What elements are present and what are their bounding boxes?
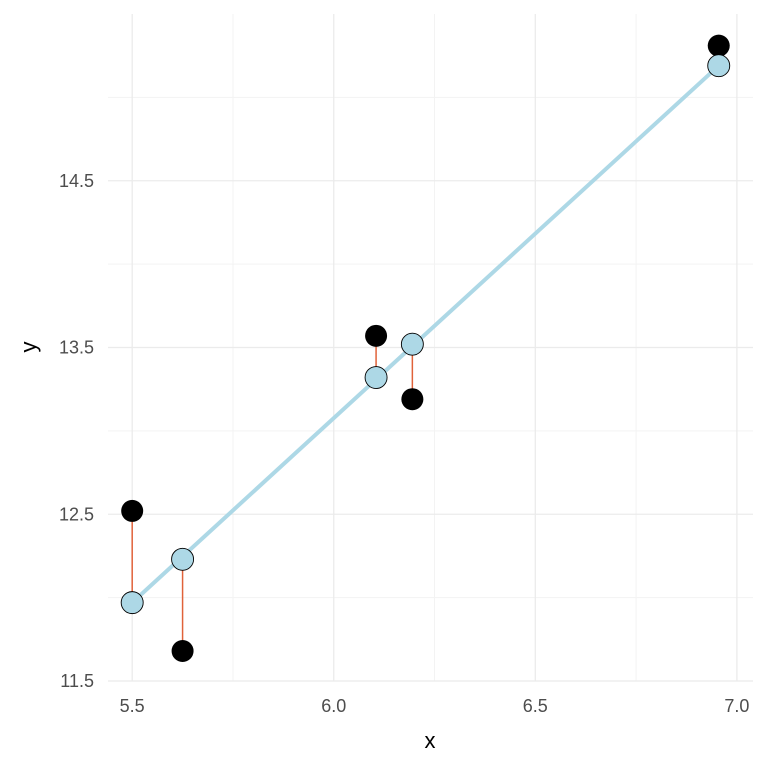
fitted-point (171, 547, 195, 571)
x-tick-label: 7.0 (724, 696, 749, 716)
y-tick-label: 11.5 (60, 671, 94, 691)
residual-segments (131, 45, 720, 651)
observed-points (121, 34, 730, 662)
y-tick-label: 12.5 (59, 504, 94, 524)
y-axis-title: y (16, 342, 41, 353)
x-axis-title: x (425, 728, 436, 753)
x-tick-label: 6.5 (523, 696, 548, 716)
fitted-point (707, 54, 731, 78)
observed-point (707, 34, 730, 57)
y-tick-labels: 11.5 12.5 13.5 14.5 (59, 171, 94, 691)
x-tick-labels: 5.5 6.0 6.5 7.0 (120, 696, 750, 716)
fitted-point (120, 591, 144, 615)
y-tick-label: 13.5 (59, 338, 94, 358)
fit-line-layer (130, 64, 721, 605)
grid (108, 14, 753, 682)
fit-line (130, 64, 721, 605)
observed-point (121, 499, 144, 522)
observed-point (365, 324, 388, 347)
fitted-points (120, 54, 731, 615)
y-tick-label: 14.5 (59, 171, 94, 191)
x-tick-label: 5.5 (120, 696, 145, 716)
observed-point (171, 639, 194, 662)
fitted-point (364, 366, 388, 389)
observed-point (401, 388, 424, 411)
fitted-point (400, 332, 424, 356)
x-tick-label: 6.0 (321, 696, 346, 716)
